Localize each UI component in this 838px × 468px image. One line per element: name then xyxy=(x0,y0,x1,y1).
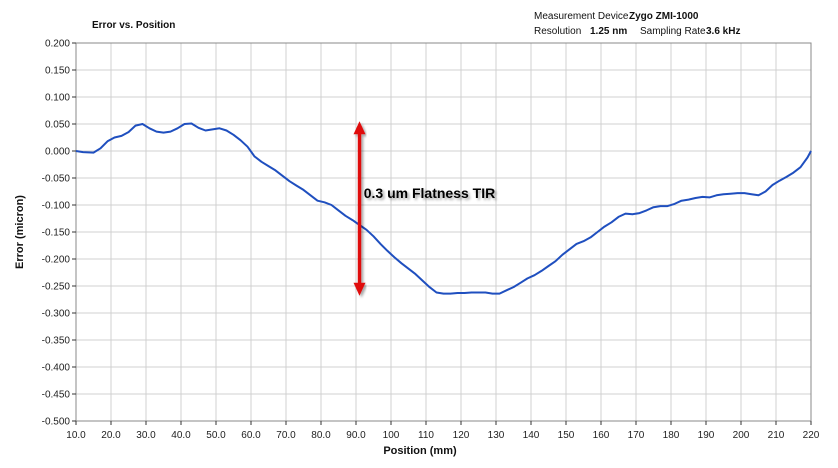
flatness-annotation-label: 0.3 um Flatness TIR xyxy=(364,185,495,201)
x-tick-label: 160 xyxy=(593,430,610,441)
device-label: Measurement Device xyxy=(534,11,629,22)
x-tick-label: 40.0 xyxy=(171,430,191,441)
y-tick-label: 0.150 xyxy=(45,66,70,77)
x-tick-label: 170 xyxy=(628,430,645,441)
x-tick-label: 20.0 xyxy=(101,430,121,441)
x-tick-label: 10.0 xyxy=(66,430,86,441)
annotation-group: 0.3 um Flatness TIR xyxy=(79,118,790,299)
y-tick-label: -0.150 xyxy=(42,228,71,239)
x-tick-label: 130 xyxy=(488,430,505,441)
series-line-error xyxy=(75,122,812,295)
y-tick-label: -0.250 xyxy=(42,282,71,293)
series-group xyxy=(75,122,812,295)
x-tick-label: 220 xyxy=(803,430,820,441)
x-tick-label: 80.0 xyxy=(311,430,331,441)
tir-arrow-head-up xyxy=(353,121,366,135)
x-tick-label: 90.0 xyxy=(346,430,366,441)
y-tick-label: -0.350 xyxy=(42,336,71,347)
y-tick-label: -0.300 xyxy=(42,309,71,320)
resolution-value: 1.25 nm xyxy=(590,26,627,37)
x-tick-label: 70.0 xyxy=(276,430,296,441)
x-tick-label: 190 xyxy=(698,430,715,441)
x-tick-label: 150 xyxy=(558,430,575,441)
x-tick-label: 180 xyxy=(663,430,680,441)
x-tick-label: 120 xyxy=(453,430,470,441)
x-tick-label: 30.0 xyxy=(136,430,156,441)
x-tick-label: 140 xyxy=(523,430,540,441)
device-value: Zygo ZMI-1000 xyxy=(629,11,699,22)
y-tick-label: 0.000 xyxy=(45,147,70,158)
y-axis-title: Error (micron) xyxy=(14,195,26,269)
y-tick-label: 0.200 xyxy=(45,39,70,50)
y-axis-ticks: 0.200 0.150 0.100 0.050 0.000 -0.050 -0.100 -0.… xyxy=(42,39,76,428)
x-axis-ticks: 10.0 20.0 30.0 40.0 50.0 60.0 70.0 80.0 90.0 100 1… xyxy=(66,421,820,441)
y-tick-label: -0.100 xyxy=(42,201,71,212)
y-tick-label: -0.050 xyxy=(42,174,71,185)
y-tick-label: -0.200 xyxy=(42,255,71,266)
x-tick-label: 100 xyxy=(383,430,400,441)
grid-lines xyxy=(75,42,812,422)
y-tick-label: -0.450 xyxy=(42,390,71,401)
tir-arrow-head-down xyxy=(353,282,366,296)
y-tick-label: 0.050 xyxy=(45,120,70,131)
y-tick-label: -0.400 xyxy=(42,363,71,374)
tir-double-arrow xyxy=(353,121,366,296)
x-tick-label: 200 xyxy=(733,430,750,441)
sampling-rate-value: 3.6 kHz xyxy=(706,26,740,37)
y-tick-label: -0.500 xyxy=(42,417,71,428)
x-tick-label: 60.0 xyxy=(241,430,261,441)
y-tick-label: 0.100 xyxy=(45,93,70,104)
resolution-label: Resolution xyxy=(534,26,581,37)
x-tick-label: 110 xyxy=(418,430,434,441)
chart-title: Error vs. Position xyxy=(92,20,175,31)
sampling-rate-label: Sampling Rate xyxy=(640,26,706,37)
x-tick-label: 210 xyxy=(768,430,785,441)
x-axis-title: Position (mm) xyxy=(383,445,457,457)
x-tick-label: 50.0 xyxy=(206,430,226,441)
